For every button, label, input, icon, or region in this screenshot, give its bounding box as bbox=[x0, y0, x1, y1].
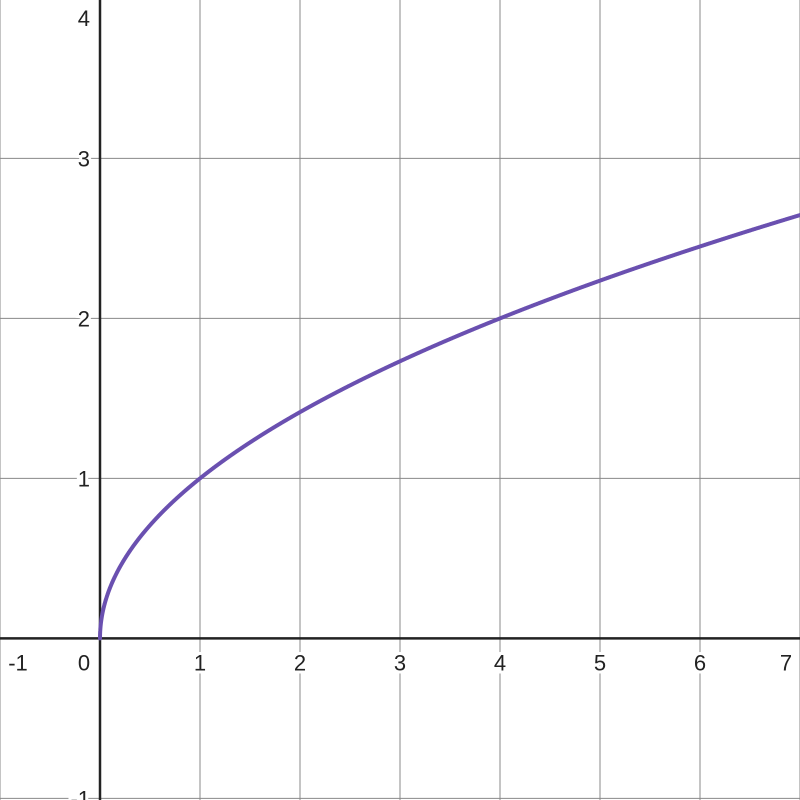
x-tick-label: 0 bbox=[78, 650, 90, 675]
x-tick-label: 3 bbox=[394, 650, 406, 675]
x-tick-label: 5 bbox=[594, 650, 606, 675]
y-tick-label: -1 bbox=[70, 786, 90, 800]
y-tick-label: 1 bbox=[78, 466, 90, 491]
sqrt-curve bbox=[98, 213, 800, 641]
x-tick-label: 4 bbox=[494, 650, 506, 675]
x-tick-label: 1 bbox=[194, 650, 206, 675]
x-tick-label: 7 bbox=[780, 650, 792, 675]
x-tick-label: -1 bbox=[8, 650, 28, 675]
x-tick-label: 2 bbox=[294, 650, 306, 675]
y-tick-label: 3 bbox=[78, 146, 90, 171]
y-tick-label: 2 bbox=[78, 306, 90, 331]
x-tick-label: 6 bbox=[694, 650, 706, 675]
y-tick-label: 4 bbox=[78, 6, 90, 31]
